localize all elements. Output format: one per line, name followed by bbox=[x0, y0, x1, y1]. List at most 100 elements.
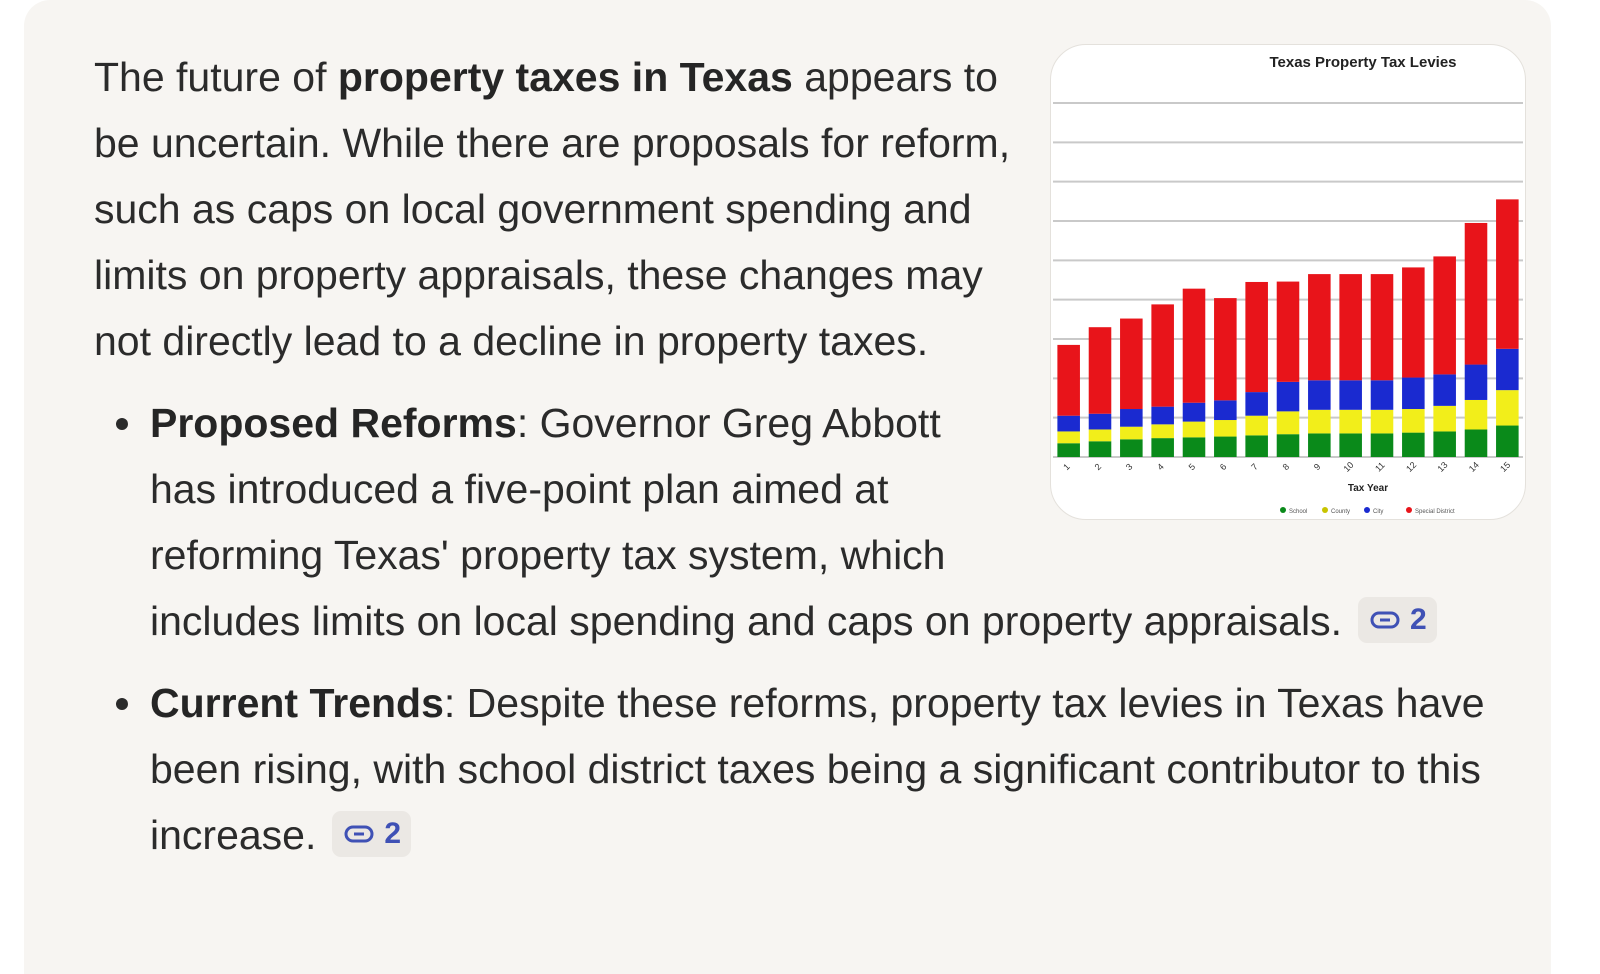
bar-segment bbox=[1496, 348, 1519, 391]
bar-segment bbox=[1088, 327, 1112, 414]
chart-thumbnail[interactable]: Texas Property Tax Levies 1 2 3 4 5 6 7 8 9 10 11 12… bbox=[1050, 44, 1526, 520]
bar-segment bbox=[1214, 436, 1237, 457]
bar-segment bbox=[1464, 429, 1488, 457]
bar-segment bbox=[1057, 443, 1080, 457]
legend-label: City bbox=[1373, 509, 1383, 515]
link-icon bbox=[1370, 611, 1400, 629]
bar-segment bbox=[1120, 318, 1143, 410]
bar-segment bbox=[1308, 409, 1331, 434]
bar-segment bbox=[1182, 437, 1206, 457]
bar-segment bbox=[1057, 431, 1080, 444]
bar-segment bbox=[1308, 274, 1331, 381]
intro-before: The future of bbox=[94, 54, 338, 100]
citation-button[interactable]: 2 bbox=[332, 811, 412, 857]
legend-label: Special District bbox=[1415, 509, 1455, 515]
answer-card: Texas Property Tax Levies 1 2 3 4 5 6 7 8 9 10 11 12… bbox=[24, 0, 1551, 974]
bar-segment bbox=[1120, 426, 1143, 440]
bar-segment bbox=[1464, 399, 1488, 430]
intro-after: appears to be uncertain. While there are… bbox=[94, 54, 1011, 364]
bar-segment bbox=[1088, 429, 1112, 442]
bar-segment bbox=[1245, 435, 1268, 457]
bar-segment bbox=[1214, 298, 1237, 401]
bar-segment bbox=[1245, 415, 1268, 436]
bar-segment bbox=[1182, 288, 1206, 403]
bar-segment bbox=[1214, 400, 1237, 421]
x-tick-label: 5 bbox=[1187, 462, 1198, 473]
intro-paragraph: The future of property taxes in Texas ap… bbox=[94, 44, 1534, 374]
x-tick-label: 6 bbox=[1218, 462, 1229, 473]
bar-segment bbox=[1088, 441, 1112, 457]
bar-segment bbox=[1402, 377, 1425, 410]
bar-segment bbox=[1151, 438, 1174, 457]
bar-segment bbox=[1120, 439, 1143, 457]
bar-segment bbox=[1370, 433, 1394, 457]
bar-segment bbox=[1370, 409, 1394, 434]
x-tick-label: 3 bbox=[1124, 462, 1135, 473]
legend-marker bbox=[1322, 507, 1328, 513]
legend-marker bbox=[1406, 507, 1412, 513]
bar-segment bbox=[1308, 380, 1331, 410]
citation-button[interactable]: 2 bbox=[1357, 597, 1437, 643]
x-axis-label: Tax Year bbox=[1348, 483, 1388, 494]
x-tick-label: 7 bbox=[1249, 462, 1260, 473]
bar-segment bbox=[1276, 381, 1300, 412]
legend-label: School bbox=[1289, 509, 1307, 515]
x-tick-label: 8 bbox=[1281, 462, 1292, 473]
bar-segment bbox=[1214, 420, 1237, 437]
bullet-term: Proposed Reforms bbox=[150, 400, 517, 446]
bar-segment bbox=[1464, 222, 1488, 365]
bar-segment bbox=[1120, 409, 1143, 427]
bar-segment bbox=[1433, 256, 1456, 375]
intro-bold: property taxes in Texas bbox=[337, 54, 793, 100]
bar-segment bbox=[1339, 409, 1362, 434]
bar-segment bbox=[1057, 415, 1080, 432]
bar-segment bbox=[1308, 433, 1331, 457]
bar-segment bbox=[1496, 425, 1519, 457]
bar-segment bbox=[1245, 392, 1268, 416]
legend-marker bbox=[1280, 507, 1286, 513]
bar-segment bbox=[1151, 406, 1174, 425]
x-tick-label: 9 bbox=[1312, 462, 1323, 473]
bar-segment bbox=[1182, 402, 1206, 422]
bar-segment bbox=[1276, 281, 1300, 382]
bar-segment bbox=[1245, 281, 1268, 393]
bar-segment bbox=[1339, 274, 1362, 381]
bar-segment bbox=[1433, 374, 1456, 406]
bullet-term: Current Trends bbox=[150, 680, 444, 726]
bar-segment bbox=[1276, 411, 1300, 435]
bullet-current-trends: Current Trends: Despite these reforms, p… bbox=[116, 670, 1534, 868]
bar-segment bbox=[1276, 434, 1300, 457]
x-tick-label: 2 bbox=[1093, 462, 1104, 473]
citation-count: 2 bbox=[1409, 603, 1427, 636]
chart-title: Texas Property Tax Levies bbox=[1269, 54, 1456, 71]
bar-segment bbox=[1057, 344, 1080, 416]
legend-marker bbox=[1364, 507, 1370, 513]
bar-segment bbox=[1151, 304, 1174, 407]
bar-segment bbox=[1088, 413, 1112, 430]
bullet-text: : Despite these reforms, property tax le… bbox=[150, 680, 1485, 858]
answer-content: Texas Property Tax Levies 1 2 3 4 5 6 7 8 9 10 11 12… bbox=[94, 44, 1534, 884]
bar-segment bbox=[1339, 433, 1362, 457]
x-tick-label: 4 bbox=[1155, 462, 1166, 473]
citation-count: 2 bbox=[384, 817, 402, 850]
bar-segment bbox=[1402, 409, 1425, 433]
bullet-text: : Governor Greg Abbott has introduced a … bbox=[150, 400, 1342, 644]
x-tick-label: 1 bbox=[1061, 462, 1072, 473]
bar-segment bbox=[1433, 405, 1456, 432]
bar-segment bbox=[1496, 199, 1519, 349]
bar-segment bbox=[1370, 380, 1394, 410]
bar-segment bbox=[1370, 274, 1394, 381]
bullet-proposed-reforms: Proposed Reforms: Governor Greg Abbott h… bbox=[116, 390, 1534, 654]
bar-segment bbox=[1402, 267, 1425, 378]
bullet-list: Proposed Reforms: Governor Greg Abbott h… bbox=[94, 390, 1534, 868]
legend-label: County bbox=[1331, 509, 1350, 515]
bar-segment bbox=[1151, 424, 1174, 439]
bar-segment bbox=[1402, 432, 1425, 457]
bar-segment bbox=[1433, 431, 1456, 457]
bar-segment bbox=[1496, 390, 1519, 426]
bar-segment bbox=[1339, 380, 1362, 410]
bar-segment bbox=[1464, 364, 1488, 400]
bar-segment bbox=[1182, 421, 1206, 438]
link-icon bbox=[344, 825, 374, 843]
